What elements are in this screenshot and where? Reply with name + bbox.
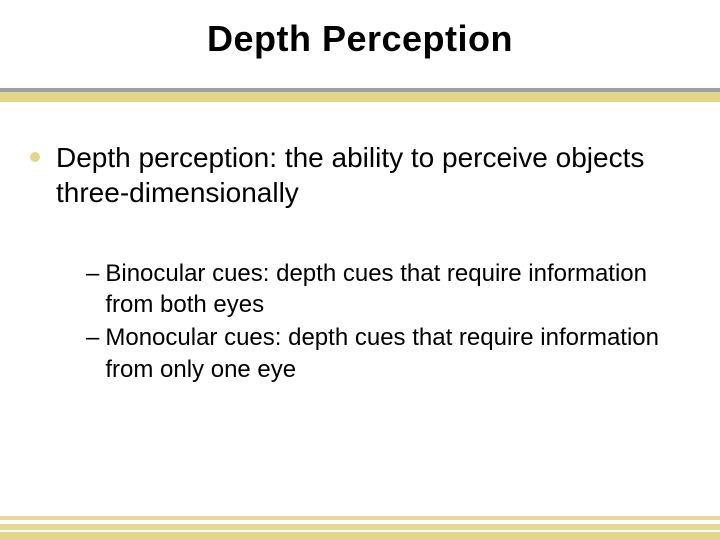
sub-bullet-item: – Binocular cues: depth cues that requir… [86, 258, 660, 320]
footer-accent-stripes [0, 510, 720, 540]
bullet-dot-icon [30, 152, 40, 162]
title-divider [0, 88, 720, 102]
divider-gray-line [0, 88, 720, 92]
sub-bullet-list: – Binocular cues: depth cues that requir… [30, 258, 660, 385]
sub-bullet-item: – Monocular cues: depth cues that requir… [86, 322, 660, 384]
footer-stripe [0, 516, 720, 520]
bullet-text: Depth perception: the ability to perceiv… [56, 140, 660, 210]
divider-accent-bar [0, 92, 720, 102]
bullet-item: Depth perception: the ability to perceiv… [30, 140, 660, 210]
footer-stripe [0, 524, 720, 530]
footer-stripe [0, 532, 720, 540]
slide: Depth Perception Depth perception: the a… [0, 0, 720, 540]
content-area: Depth perception: the ability to perceiv… [0, 102, 720, 385]
dash-icon: – [86, 258, 99, 289]
sub-bullet-text: Binocular cues: depth cues that require … [105, 258, 660, 320]
slide-title: Depth Perception [0, 18, 720, 60]
sub-bullet-text: Monocular cues: depth cues that require … [105, 322, 660, 384]
dash-icon: – [86, 322, 99, 353]
title-block: Depth Perception [0, 0, 720, 60]
